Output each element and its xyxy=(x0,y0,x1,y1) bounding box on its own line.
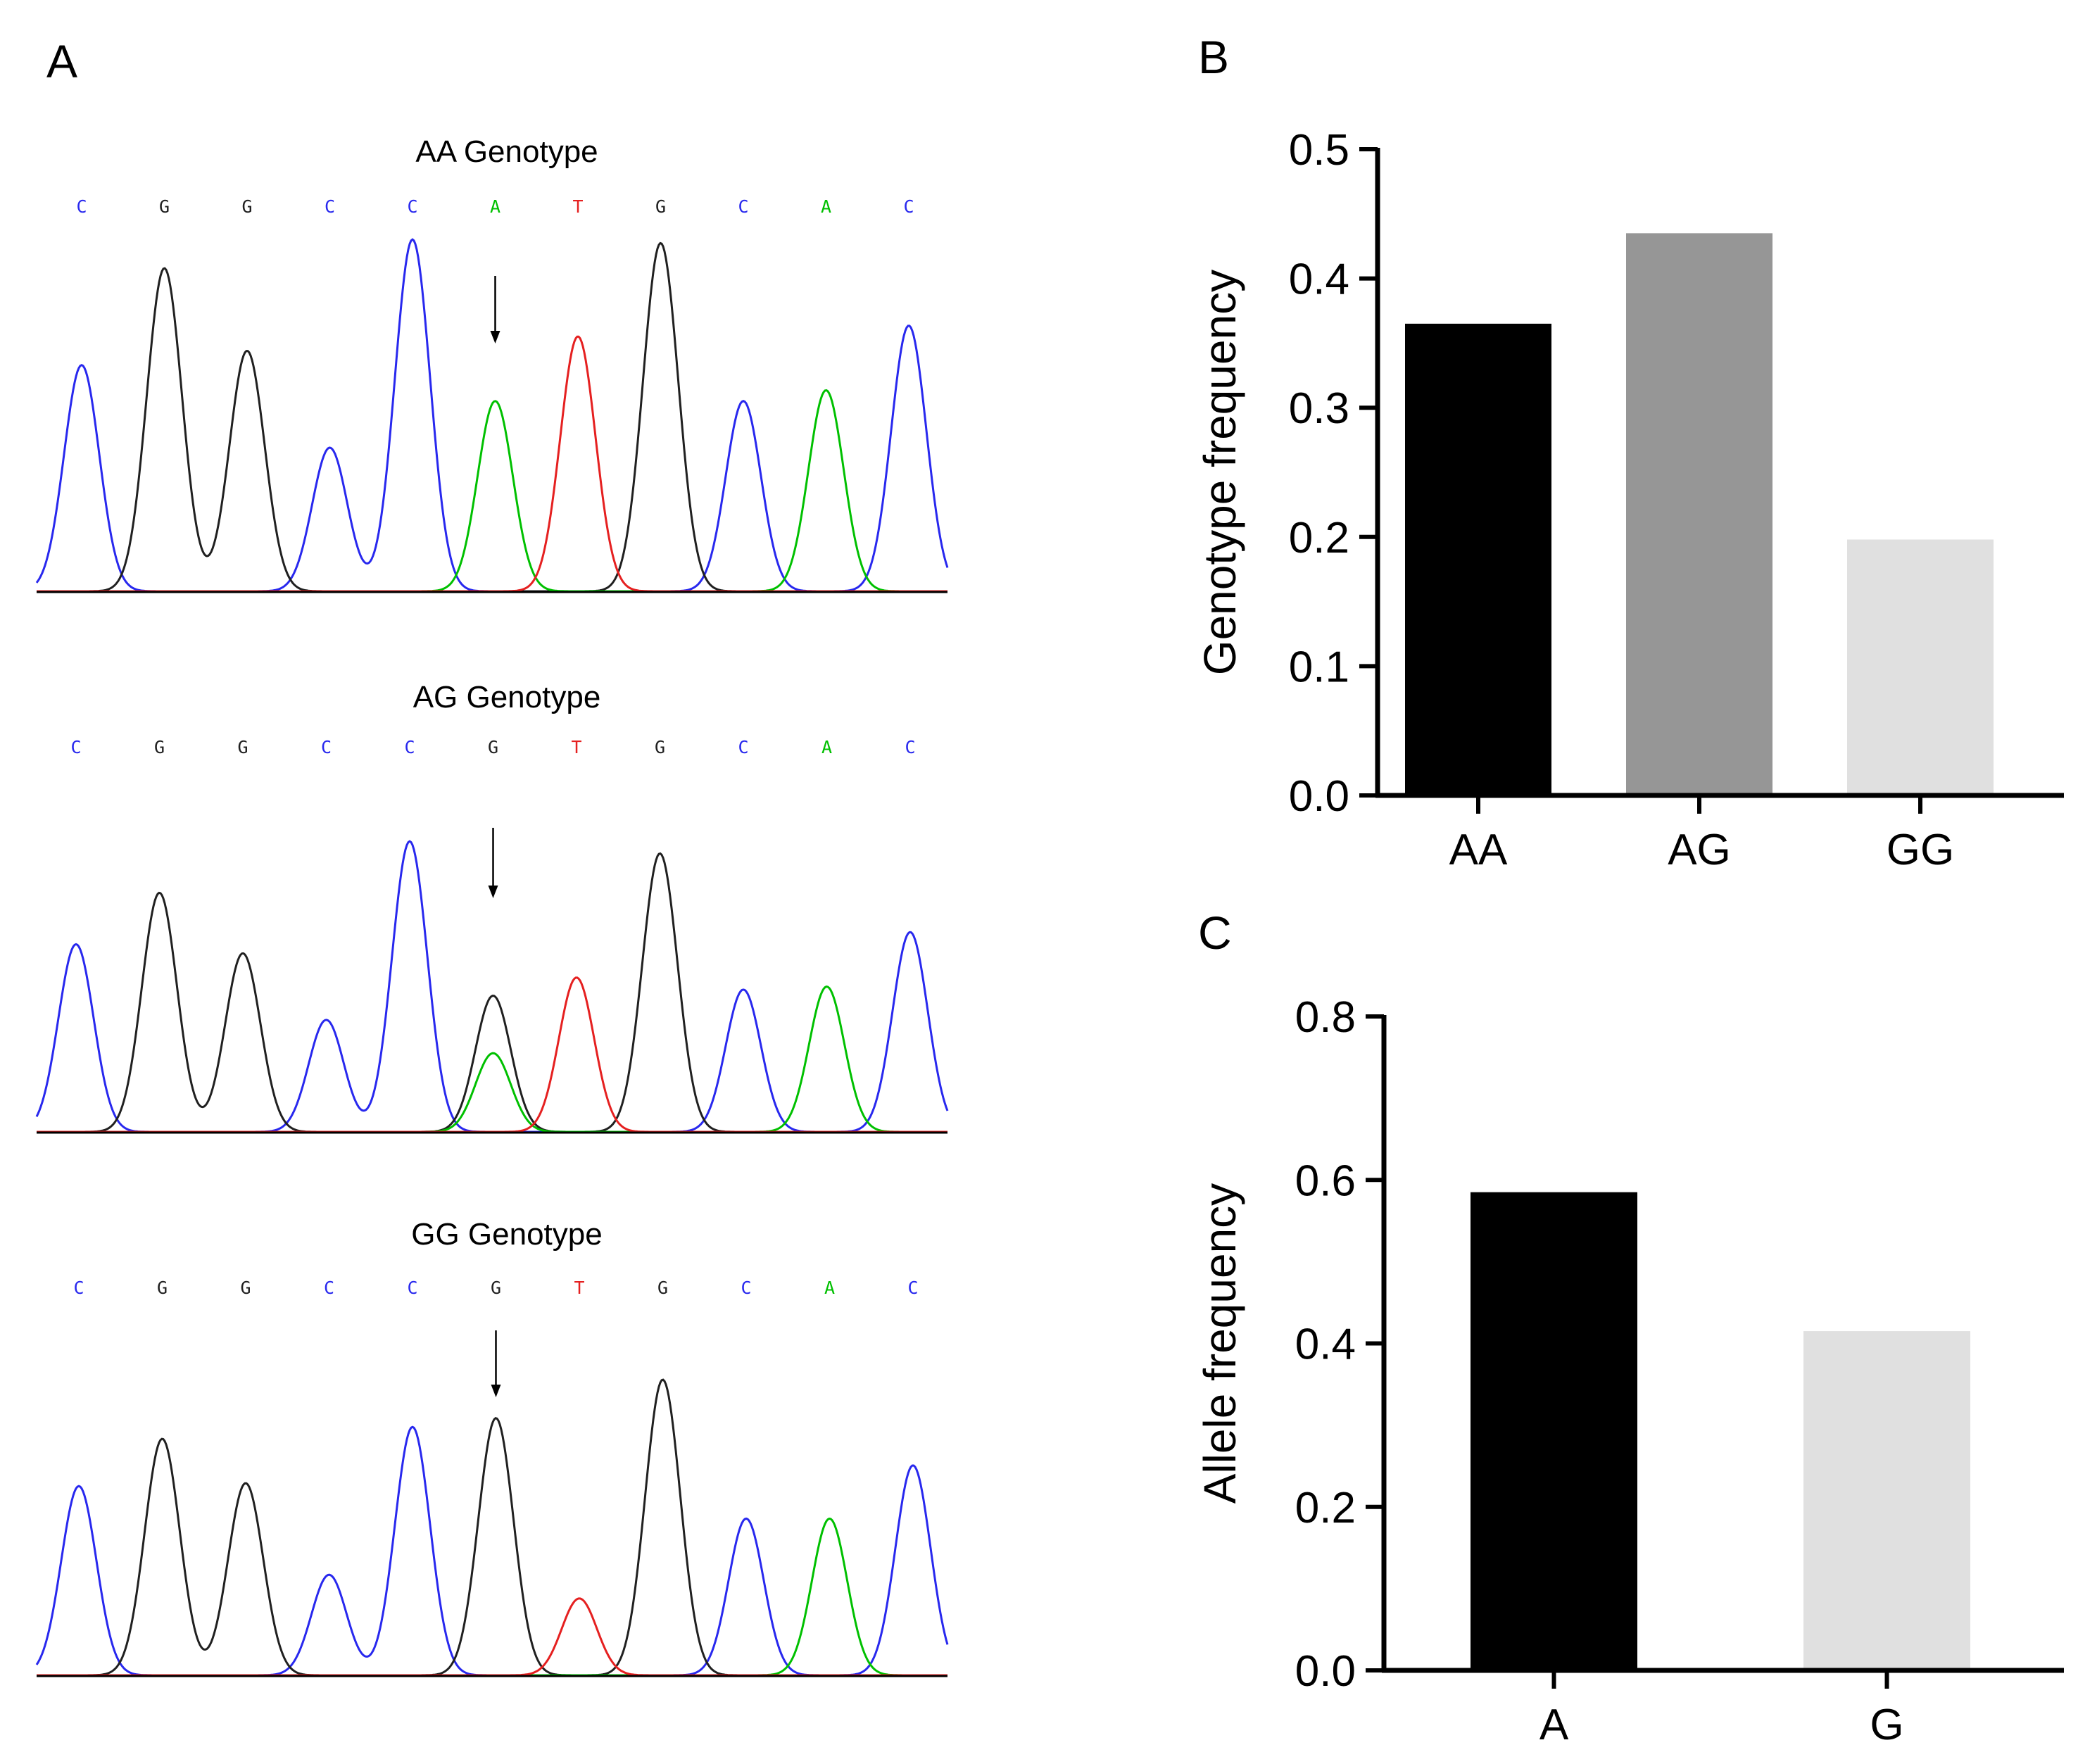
trace-title: GG Genotype xyxy=(411,1217,602,1252)
base-call-letter: G xyxy=(241,196,252,217)
x-tick-label: AG xyxy=(1668,826,1731,874)
base-call-letter: C xyxy=(76,196,87,217)
y-tick-label: 0.6 xyxy=(1295,1157,1356,1205)
bar-chart: 0.0 0.1 0.2 0.3 0.4 0.5 AA AG GG Genotype frequen… xyxy=(1195,126,2064,874)
base-call-letter: A xyxy=(821,196,831,217)
bar-G xyxy=(1803,1331,1970,1670)
bar-AA xyxy=(1405,323,1551,795)
panel-label-c: C xyxy=(1198,907,1232,959)
trace-channel-C xyxy=(35,840,949,1133)
bar-A xyxy=(1471,1192,1637,1670)
base-call-letter: C xyxy=(738,737,748,757)
y-tick-label: 0.1 xyxy=(1289,643,1349,691)
y-tick-label: 0.2 xyxy=(1295,1484,1356,1532)
y-tick-label: 0.3 xyxy=(1289,384,1349,433)
trace-channel-A xyxy=(37,389,947,593)
variant-arrow-icon xyxy=(490,331,500,344)
y-axis-title: Allele frequency xyxy=(1195,1183,1245,1504)
base-call-letter: C xyxy=(738,196,748,217)
base-call-letter: A xyxy=(490,196,500,217)
base-call-letter: T xyxy=(571,737,581,757)
y-axis-title: Genotype frequency xyxy=(1195,270,1245,675)
y-tick-label: 0.4 xyxy=(1295,1321,1356,1369)
trace-channel-T xyxy=(37,1597,947,1677)
x-tick-label: G xyxy=(1870,1701,1903,1749)
trace-channel-G xyxy=(37,1378,947,1677)
base-call-letter: G xyxy=(488,737,498,757)
base-call-letter: C xyxy=(324,1278,334,1298)
y-tick-label: 0.0 xyxy=(1295,1647,1356,1696)
base-call-letter: C xyxy=(70,737,81,757)
base-call-letter: C xyxy=(907,1278,918,1298)
base-call-letter: C xyxy=(905,737,915,757)
y-tick-label: 0.0 xyxy=(1289,772,1349,821)
base-call-letter: T xyxy=(574,1278,584,1298)
variant-arrow-icon xyxy=(491,1385,501,1397)
base-call-letter: C xyxy=(741,1278,751,1298)
trace-channel-T xyxy=(37,335,947,593)
y-tick-label: 0.2 xyxy=(1289,514,1349,562)
base-call-letter: G xyxy=(657,1278,668,1298)
trace-channel-G xyxy=(37,241,947,593)
base-call-letter: G xyxy=(154,737,165,757)
base-call-letter: C xyxy=(404,737,415,757)
trace-channel-C xyxy=(35,238,949,593)
base-call-letter: C xyxy=(407,196,417,217)
variant-arrow-icon xyxy=(488,886,498,898)
trace-channel-A xyxy=(37,1517,947,1677)
chromatogram-trace: GG Genotype C G G C C G T G C A C xyxy=(35,1217,949,1677)
base-call-letter: C xyxy=(325,196,335,217)
x-tick-label: GG xyxy=(1887,826,1954,874)
x-tick-label: AA xyxy=(1449,826,1508,874)
chromatogram-trace: AG Genotype C G G C C G T G C A C xyxy=(35,680,949,1134)
base-call-letter: G xyxy=(655,737,665,757)
panel-label-a: A xyxy=(46,35,77,87)
base-call-letter: G xyxy=(491,1278,501,1298)
trace-title: AA Genotype xyxy=(415,134,598,169)
base-call-letter: G xyxy=(240,1278,251,1298)
trace-channel-A xyxy=(37,985,947,1133)
chromatogram-trace: AA Genotype C G G C C A T G C A C xyxy=(35,134,949,593)
y-tick-label: 0.4 xyxy=(1289,256,1349,304)
y-tick-label: 0.5 xyxy=(1289,126,1349,175)
chromatogram-panel: AA Genotype C G G C C A T G C A C AG Genotype C G G C C G T… xyxy=(35,134,949,1677)
bar-AG xyxy=(1626,233,1772,796)
x-tick-label: A xyxy=(1539,1701,1569,1749)
base-call-letter: T xyxy=(572,196,583,217)
base-call-letter: C xyxy=(321,737,332,757)
y-tick-label: 0.8 xyxy=(1295,993,1356,1042)
bar-GG xyxy=(1847,539,1994,795)
base-call-letter: A xyxy=(824,1278,835,1298)
base-call-letter: C xyxy=(73,1278,84,1298)
panel-label-b: B xyxy=(1198,31,1229,83)
trace-title: AG Genotype xyxy=(413,680,601,714)
trace-channel-T xyxy=(37,976,947,1133)
bar-chart: 0.0 0.2 0.4 0.6 0.8 A G Allele frequency xyxy=(1195,993,2064,1749)
base-call-letter: A xyxy=(821,737,832,757)
base-call-letter: G xyxy=(157,1278,168,1298)
base-call-letter: G xyxy=(237,737,248,757)
base-call-letter: G xyxy=(159,196,170,217)
base-call-letter: C xyxy=(903,196,914,217)
trace-channel-C xyxy=(35,1425,949,1677)
base-call-letter: C xyxy=(407,1278,417,1298)
base-call-letter: G xyxy=(655,196,666,217)
